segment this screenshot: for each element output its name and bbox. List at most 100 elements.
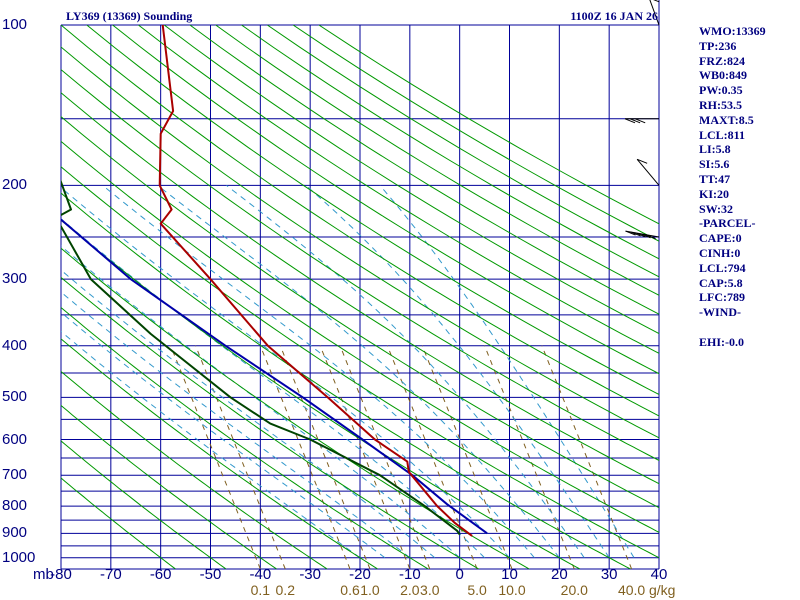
temperature-label-10: 10: [501, 566, 518, 583]
spacer: [699, 320, 766, 335]
pressure-label-300: 300: [2, 270, 28, 288]
dry-adiabat: [112, 25, 659, 375]
temperature-label-40: 40: [650, 566, 668, 583]
index-cinh: CINH:0: [699, 245, 741, 260]
moist-adiabats: [61, 185, 635, 559]
temperature-label-30: 30: [600, 566, 618, 583]
index-frz: FRZ:824: [699, 53, 745, 68]
wind-barb-150: [624, 118, 659, 124]
dry-adiabat: [61, 477, 176, 569]
dry-adiabat: [61, 247, 530, 569]
dry-adiabat: [61, 219, 581, 569]
dry-adiabat: [86, 25, 659, 396]
mixing-ratio-line-40.0: [541, 345, 633, 569]
sounding-indices-panel: WMO:13369 TP:236 FRZ:824 WB0:849 PW:0.35 RH:5…: [699, 24, 766, 350]
index-si: SI:5.6: [699, 157, 730, 172]
mixing-ratio-line-2.0: [319, 345, 411, 569]
mixing-ratio-label-1.0: 1.0: [360, 582, 380, 598]
index-lcl: LCL:811: [699, 127, 746, 142]
index-ki: KI:20: [699, 186, 729, 201]
parcel-trace-line: [61, 218, 488, 535]
temperature-label--50: -50: [199, 566, 222, 583]
moist-adiabat: [61, 330, 361, 559]
mixing-ratio-label-40.0: 40.0: [617, 582, 646, 598]
mixing-ratio-line-10.0: [421, 345, 513, 569]
mixing-ratio-line-3.0: [339, 345, 431, 569]
index-lcl: LCL:794: [699, 260, 746, 275]
dry-adiabat: [138, 25, 659, 354]
pressure-unit-label: mb: [33, 566, 54, 583]
mixing-ratio-line-5.0: [386, 345, 478, 569]
index-wind: -WIND-: [699, 305, 741, 320]
dry-adiabat: [61, 92, 659, 485]
grid: [60, 0, 660, 570]
station-title: LY369 (13369) Sounding: [66, 9, 193, 23]
pressure-label-700: 700: [2, 466, 28, 484]
mixing-ratio-line-20.0: [484, 345, 575, 569]
index-tp: TP:236: [699, 38, 737, 53]
moist-adiabat: [102, 185, 535, 559]
index-li: LI:5.8: [699, 142, 731, 157]
index-tt: TT:47: [699, 171, 731, 186]
dry-adiabat: [215, 25, 659, 296]
temperature-label-0: 0: [455, 566, 464, 583]
dry-adiabat: [61, 338, 378, 569]
moist-adiabat: [61, 291, 411, 559]
dewpoint-line: [61, 179, 461, 536]
dry-adiabat: [61, 276, 480, 569]
mixing-ratio-unit-label: g/kg: [649, 582, 676, 598]
moist-adiabat: [379, 185, 635, 558]
pressure-label-1000: 1000: [2, 548, 36, 566]
pressure-label-600: 600: [2, 430, 28, 448]
index-cape: CAPE:0: [699, 231, 742, 246]
temperature-label--40: -40: [249, 566, 272, 583]
mixing-ratio-line-0.1: [170, 345, 261, 569]
dry-adiabat: [61, 46, 659, 439]
temperature-label--10: -10: [398, 566, 421, 583]
moist-adiabat: [61, 186, 510, 559]
index-parcel: -PARCEL-: [699, 216, 756, 231]
dry-adiabat: [61, 370, 328, 569]
index-wmo: WMO:13369: [699, 24, 766, 38]
temperature-label--80: -80: [50, 566, 72, 583]
index-cap: CAP:5.8: [699, 275, 743, 290]
dry-adiabat: [189, 25, 659, 315]
mixing-ratio-label-2.0: 2.0: [400, 582, 420, 598]
pressure-label-200: 200: [2, 176, 28, 194]
dry-adiabat: [241, 25, 659, 278]
dry-adiabats: [61, 25, 659, 569]
dry-adiabat: [163, 25, 659, 335]
valid-time: 1100Z 16 JAN 26: [570, 9, 658, 23]
mixing-ratio-label-5.0: 5.0: [467, 582, 487, 598]
profiles: [61, 25, 488, 537]
dry-adiabat: [61, 140, 659, 533]
mixing-ratio-label-0.6: 0.6: [340, 582, 360, 598]
dry-adiabat: [61, 25, 659, 417]
moist-adiabat: [226, 185, 585, 559]
wind-barb-100: [649, 0, 660, 26]
pressure-label-900: 900: [2, 524, 28, 542]
temperature-label--30: -30: [299, 566, 321, 583]
index-maxt: MAXT:8.5: [699, 112, 754, 127]
wind-barbs: [624, 0, 660, 240]
mixing-ratio-label-10.0: 10.0: [498, 582, 526, 598]
pressure-label-800: 800: [2, 497, 28, 515]
index-sw: SW:32: [699, 201, 734, 216]
mixing-ratio-label-0.2: 0.2: [275, 582, 295, 598]
dry-adiabat: [61, 116, 659, 509]
temperature-label-20: 20: [550, 566, 568, 583]
wind-barb-200: [636, 158, 660, 186]
pressure-label-100: 100: [2, 16, 28, 33]
temperature-line: [158, 25, 473, 537]
index-wb0: WB0:849: [699, 68, 747, 83]
pressure-label-400: 400: [2, 336, 28, 354]
mixing-ratio-line-0.6: [259, 345, 351, 569]
index-rh: RH:53.5: [699, 97, 742, 112]
pressure-label-500: 500: [2, 388, 28, 406]
temperature-label--70: -70: [99, 566, 122, 583]
moist-adiabat: [61, 269, 436, 559]
temperature-label--20: -20: [349, 566, 371, 583]
dry-adiabat: [61, 68, 659, 462]
dry-adiabat: [61, 404, 277, 569]
